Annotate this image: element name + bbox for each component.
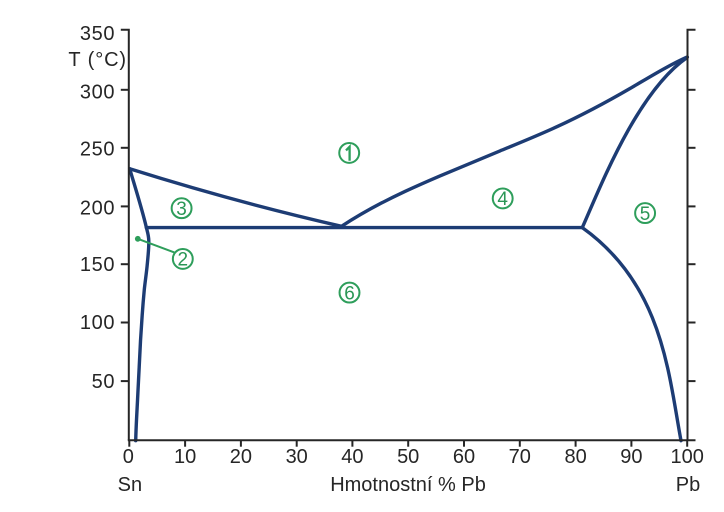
- svg-text:4: 4: [497, 189, 508, 210]
- svg-text:20: 20: [230, 446, 252, 468]
- svg-text:50: 50: [397, 446, 419, 468]
- svg-text:300: 300: [80, 82, 115, 104]
- svg-text:10: 10: [174, 446, 196, 468]
- svg-text:30: 30: [286, 446, 308, 468]
- svg-text:350: 350: [80, 23, 115, 45]
- svg-text:100: 100: [671, 446, 704, 468]
- svg-text:100: 100: [80, 312, 115, 334]
- svg-text:Pb: Pb: [676, 474, 700, 496]
- svg-text:150: 150: [80, 254, 115, 276]
- svg-text:80: 80: [564, 446, 586, 468]
- svg-text:6: 6: [344, 283, 355, 304]
- svg-text:60: 60: [453, 446, 475, 468]
- svg-text:3: 3: [176, 199, 187, 220]
- svg-text:Hmotnostní % Pb: Hmotnostní % Pb: [330, 474, 486, 496]
- svg-text:40: 40: [341, 446, 363, 468]
- svg-text:250: 250: [80, 139, 115, 161]
- svg-text:50: 50: [92, 371, 115, 393]
- svg-text:5: 5: [640, 204, 651, 225]
- svg-text:2: 2: [178, 250, 189, 271]
- svg-text:200: 200: [80, 197, 115, 219]
- svg-text:T (°C): T (°C): [68, 49, 127, 71]
- svg-text:0: 0: [123, 446, 134, 468]
- svg-text:Sn: Sn: [118, 474, 142, 496]
- svg-text:90: 90: [620, 446, 642, 468]
- svg-text:70: 70: [509, 446, 531, 468]
